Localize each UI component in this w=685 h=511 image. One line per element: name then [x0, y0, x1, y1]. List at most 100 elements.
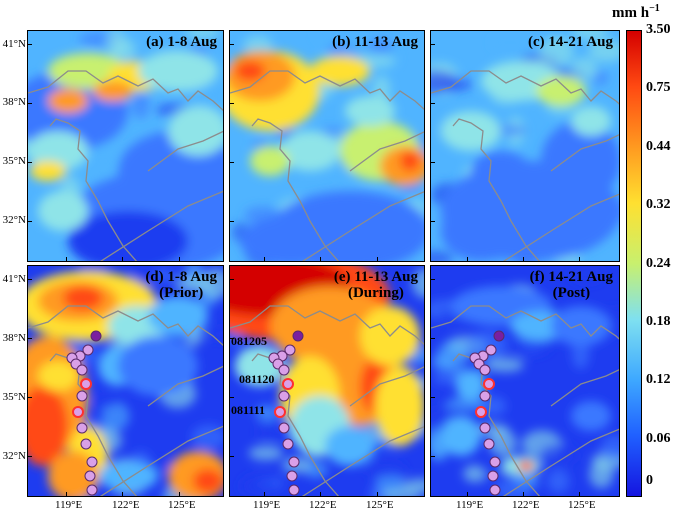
lon-tick-label: 125°E	[366, 499, 394, 511]
precip-cell	[571, 31, 608, 40]
coastline	[452, 118, 541, 261]
precip-cell	[436, 341, 469, 371]
coastline	[452, 353, 541, 496]
tick-mark	[523, 492, 524, 497]
panel-title: (b) 11-13 Aug	[332, 34, 418, 50]
tick-mark	[430, 397, 435, 398]
lat-tick-label: 38°N	[2, 332, 26, 344]
colorbar-unit: mm h−1	[612, 3, 660, 21]
tick-mark	[229, 397, 234, 398]
precip-cell	[344, 35, 365, 63]
tick-mark	[579, 492, 580, 497]
precip-cell	[486, 357, 524, 373]
coastline	[49, 353, 138, 496]
precip-cell	[185, 31, 220, 40]
precip-cell	[538, 442, 578, 468]
precip-cell	[118, 336, 198, 396]
precip-cell	[369, 484, 386, 496]
tick-mark	[430, 103, 435, 104]
precip-cell	[256, 423, 285, 441]
tick-mark	[430, 456, 435, 457]
coastline	[502, 428, 619, 496]
lat-tick-label: 35°N	[2, 391, 26, 403]
typhoon-track-point	[485, 344, 497, 356]
tick-mark	[430, 279, 435, 280]
coastline	[550, 134, 619, 172]
precip-cell	[243, 36, 273, 55]
tick-mark	[523, 257, 524, 262]
typhoon-track-point	[76, 390, 88, 402]
lat-tick-label: 32°N	[2, 214, 26, 226]
tick-mark	[579, 257, 580, 262]
colorbar-tick-label: 0.32	[646, 197, 671, 213]
precip-cell	[235, 61, 265, 81]
precip-cell	[541, 121, 619, 201]
precip-cell	[494, 478, 531, 496]
precip-cell	[571, 106, 611, 136]
colorbar-tick-label: 0.18	[646, 313, 671, 329]
precip-cell	[441, 111, 501, 151]
precip-cell	[377, 488, 422, 496]
coastline	[431, 305, 619, 340]
map-panel-e: (e) 11-13 Aug (During)	[229, 265, 425, 497]
tick-mark	[66, 492, 67, 497]
lon-tick-label: 122°E	[112, 499, 140, 511]
tick-mark	[430, 44, 435, 45]
precip-cell	[68, 211, 188, 261]
precip-cell	[239, 474, 278, 496]
precip-cell	[131, 90, 150, 119]
precip-cell	[489, 429, 517, 457]
precip-cell	[255, 405, 279, 422]
typhoon-track-point	[72, 406, 84, 418]
panel-title: (f) 14-21 Aug (Post)	[529, 269, 613, 301]
coastline	[147, 130, 223, 172]
tick-mark	[27, 456, 32, 457]
coastline	[28, 305, 223, 346]
map-panel-b: (b) 11-13 Aug	[229, 30, 425, 262]
precip-cell	[93, 81, 133, 101]
precip-cell	[600, 434, 619, 461]
tick-mark	[229, 103, 234, 104]
precip-cell	[280, 131, 340, 171]
coastline	[147, 365, 223, 407]
precip-cell	[571, 401, 611, 431]
colorbar-tick-label: 0.06	[646, 430, 671, 446]
precip-cell	[138, 51, 218, 91]
precip-cell	[509, 338, 552, 356]
precip-field	[431, 266, 619, 496]
precip-cell	[28, 386, 68, 466]
precip-cell	[174, 274, 211, 293]
tick-mark	[122, 257, 123, 262]
precip-cell	[153, 269, 175, 282]
lon-tick-label: 119°E	[253, 499, 281, 511]
typhoon-track-point	[487, 470, 499, 482]
typhoon-time-label: 081205	[231, 334, 267, 348]
tick-mark	[179, 257, 180, 262]
precip-cell	[591, 71, 609, 85]
typhoon-track	[268, 330, 304, 496]
precip-cell	[193, 469, 223, 493]
typhoon-track-point	[282, 378, 294, 390]
precip-cell	[456, 371, 486, 401]
colorbar-tick-label: 3.50	[646, 22, 671, 37]
lon-tick-label: 122°E	[512, 499, 540, 511]
precip-cell	[536, 76, 586, 106]
precip-cell	[400, 151, 420, 171]
colorbar-tick-label: 0	[646, 473, 653, 488]
precip-field	[230, 31, 424, 261]
tick-mark	[377, 492, 378, 497]
precip-cell	[240, 216, 340, 261]
lat-tick-label: 35°N	[2, 155, 26, 167]
coastline	[49, 118, 138, 261]
map-panel-f: (f) 14-21 Aug (Post)	[430, 265, 620, 497]
typhoon-track-point	[84, 470, 96, 482]
tick-mark	[27, 338, 32, 339]
precip-field	[28, 31, 223, 261]
tick-mark	[264, 492, 265, 497]
map-panel-a: (a) 1-8 Aug	[27, 30, 224, 262]
precip-cell	[367, 38, 394, 54]
precip-cell	[191, 424, 223, 450]
typhoon-track-point	[80, 438, 92, 450]
precip-cell	[441, 416, 481, 456]
precip-cell	[30, 161, 66, 181]
